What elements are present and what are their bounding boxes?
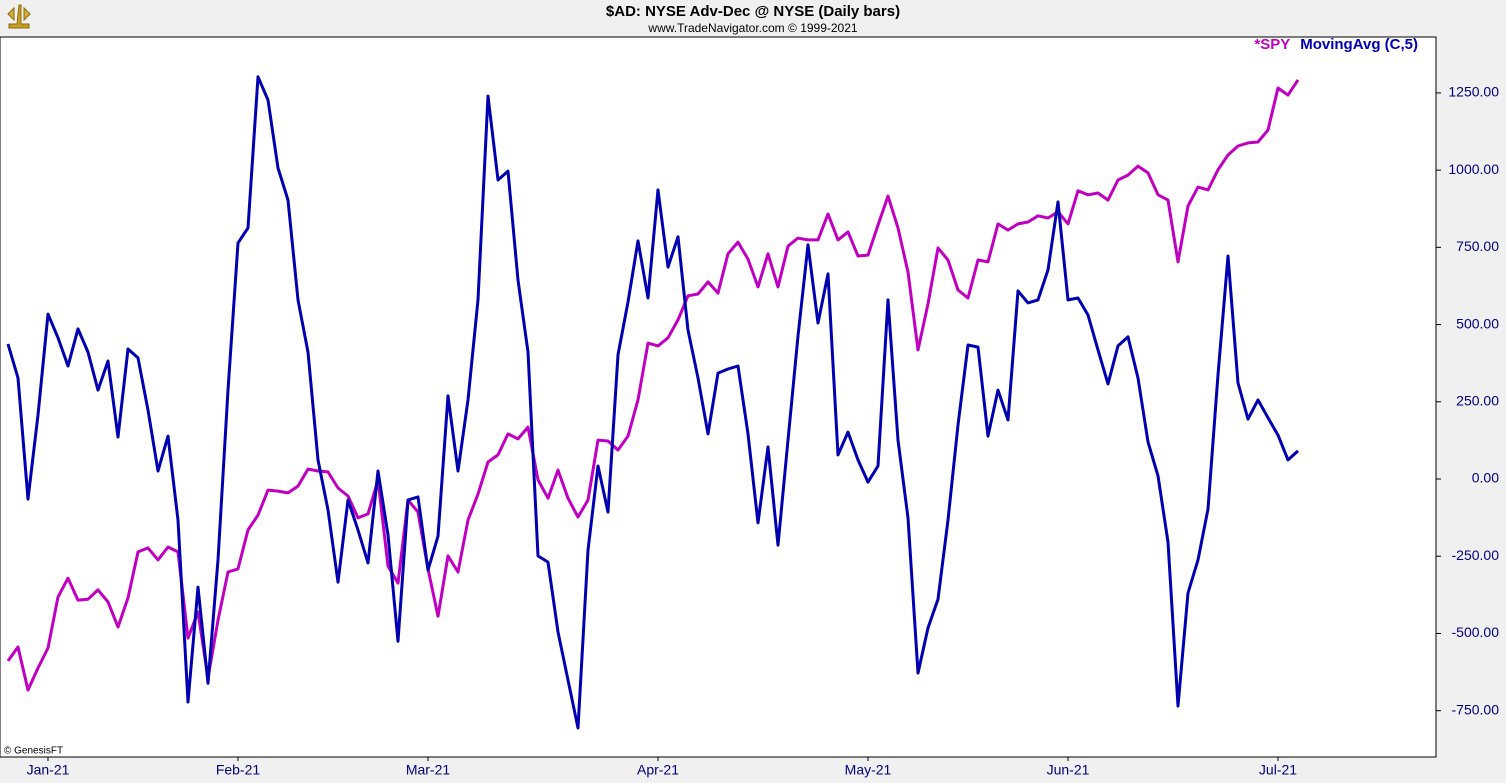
x-tick-label: Jan-21 [27, 762, 70, 778]
y-tick-label: -750.00 [1452, 701, 1500, 717]
x-tick-label: Mar-21 [406, 762, 451, 778]
y-tick-label: 1000.00 [1448, 161, 1499, 177]
x-tick-label: May-21 [845, 762, 892, 778]
legend-entry: MovingAvg (C,5) [1300, 36, 1418, 53]
legend-entry: *SPY [1254, 36, 1290, 53]
y-tick-label: 1250.00 [1448, 84, 1499, 100]
y-tick-label: -500.00 [1452, 624, 1500, 640]
chart-title: $AD: NYSE Adv-Dec @ NYSE (Daily bars) [606, 3, 900, 20]
logo [6, 4, 32, 32]
watermark: © GenesisFT [4, 746, 63, 757]
x-tick-label: Apr-21 [637, 762, 679, 778]
plot-area [0, 36, 1437, 758]
x-tick-label: Feb-21 [216, 762, 261, 778]
y-tick-label: 750.00 [1456, 238, 1499, 254]
chart-subtitle: www.TradeNavigator.com © 1999-2021 [647, 21, 857, 35]
x-tick-label: Jul-21 [1259, 762, 1297, 778]
y-tick-label: 500.00 [1456, 315, 1499, 331]
series-line [6, 75, 1300, 730]
y-tick-label: 250.00 [1456, 392, 1499, 408]
y-tick-label: 0.00 [1472, 470, 1499, 486]
y-tick-label: -250.00 [1452, 547, 1500, 563]
series-line [6, 79, 1300, 692]
x-tick-label: Jun-21 [1047, 762, 1090, 778]
